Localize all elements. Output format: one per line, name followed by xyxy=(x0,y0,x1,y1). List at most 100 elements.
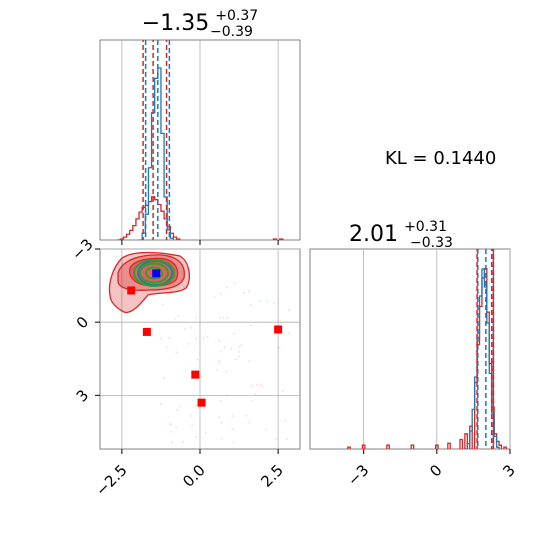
sample-point xyxy=(215,368,218,371)
sample-point xyxy=(244,415,247,417)
sample-point xyxy=(223,346,226,349)
sample-point xyxy=(160,402,163,405)
sample-point xyxy=(220,422,223,424)
sample-point xyxy=(230,347,233,350)
top-panel-title: −1.35 +0.37 xyxy=(142,8,258,36)
sample-point xyxy=(176,409,178,411)
sample-point xyxy=(265,429,268,431)
sample-point xyxy=(174,318,177,321)
sample-point xyxy=(233,332,235,335)
sample-point xyxy=(238,355,241,358)
sample-point xyxy=(288,309,290,312)
sample-point xyxy=(184,328,187,331)
top-title-upper: +0.37 xyxy=(215,8,258,24)
scatter-y-tick-label: 0 xyxy=(73,313,92,332)
sample-point xyxy=(248,421,251,424)
red-histogram xyxy=(347,267,507,449)
sample-point xyxy=(251,399,254,402)
sample-point xyxy=(170,289,173,292)
sample-point xyxy=(218,416,221,419)
sample-point xyxy=(204,431,207,434)
sample-point xyxy=(175,351,178,354)
sample-point xyxy=(234,358,237,361)
sample-point xyxy=(219,350,222,353)
red-square-marker xyxy=(191,370,200,379)
sample-point xyxy=(243,292,246,295)
sample-point xyxy=(218,359,221,362)
sample-point xyxy=(222,317,225,319)
sample-point xyxy=(249,324,252,327)
right-title-upper: +0.31 xyxy=(404,219,447,235)
sample-point xyxy=(219,293,222,295)
sample-point xyxy=(195,435,197,438)
sample-point xyxy=(278,346,281,349)
sample-point xyxy=(231,415,234,417)
sample-point xyxy=(195,404,198,407)
blue-square-marker xyxy=(152,269,161,278)
sample-point xyxy=(171,441,174,444)
sample-point xyxy=(206,335,209,338)
sample-point xyxy=(226,316,229,319)
right-histogram-panel: −3 0 3 2.01 +0.31 −0.33 xyxy=(309,219,519,489)
top-histogram-panel: −1.35 +0.37 −0.39 xyxy=(99,8,301,245)
sample-point xyxy=(182,440,184,443)
scatter-x-tick-label: −2.5 xyxy=(92,461,130,499)
right-panel-title: 2.01 +0.31 xyxy=(349,219,447,247)
green-contour-inner xyxy=(145,266,163,280)
sample-point xyxy=(165,346,168,348)
sample-point xyxy=(169,430,172,433)
sample-point xyxy=(202,337,205,339)
right-x-tick-label: −3 xyxy=(344,461,372,489)
sample-point xyxy=(275,437,277,440)
sample-point xyxy=(196,358,199,361)
green-contour-outer xyxy=(133,259,175,287)
sample-point xyxy=(191,424,194,426)
sample-point xyxy=(232,441,235,444)
sample-point xyxy=(188,343,190,345)
right-panel-frame xyxy=(309,248,511,450)
blue-histogram xyxy=(139,67,175,240)
sample-point xyxy=(261,385,264,388)
scatter-x-tick-label: 2.5 xyxy=(257,461,287,491)
top-title-value: −1.35 xyxy=(142,11,209,36)
sample-point xyxy=(163,377,165,379)
kl-annotation: KL = 0.1440 xyxy=(385,148,496,169)
top-title-lower: −0.39 xyxy=(210,24,253,40)
sample-point xyxy=(288,331,290,334)
sample-point xyxy=(225,370,228,373)
scatter-panel: −2.5 0.0 2.5 −3 0 3 xyxy=(68,235,301,500)
sample-point xyxy=(177,315,180,317)
red-square-marker xyxy=(142,327,151,336)
sample-point xyxy=(248,360,251,363)
sample-point xyxy=(255,383,258,386)
sample-point xyxy=(221,437,223,440)
sample-point xyxy=(265,300,268,303)
density-contours xyxy=(108,251,191,314)
right-x-tick-label: 0 xyxy=(426,461,445,480)
sample-point xyxy=(247,290,250,293)
sample-point xyxy=(225,286,228,289)
scatter-x-tick-label: 0.0 xyxy=(179,461,209,491)
sample-point xyxy=(285,438,288,440)
right-title-lower: −0.33 xyxy=(410,235,453,251)
green-contour-mid xyxy=(139,262,169,284)
sample-point xyxy=(281,390,284,392)
sample-point xyxy=(160,337,162,340)
sample-point xyxy=(272,302,275,304)
sample-point xyxy=(259,299,262,302)
sample-point xyxy=(284,420,286,422)
right-x-tick-label: 3 xyxy=(499,461,518,480)
scatter-y-tick-label: −3 xyxy=(68,235,96,263)
sample-point xyxy=(169,423,172,425)
sample-point xyxy=(220,400,222,402)
sample-point xyxy=(194,317,197,319)
sample-point xyxy=(190,415,192,417)
sample-point xyxy=(169,423,172,426)
sample-point xyxy=(232,427,234,430)
sample-point xyxy=(213,296,216,298)
sample-point xyxy=(162,303,165,306)
sample-point xyxy=(254,393,257,395)
sample-point xyxy=(181,284,184,287)
sample-point xyxy=(197,407,200,409)
right-title-value: 2.01 xyxy=(349,222,398,247)
